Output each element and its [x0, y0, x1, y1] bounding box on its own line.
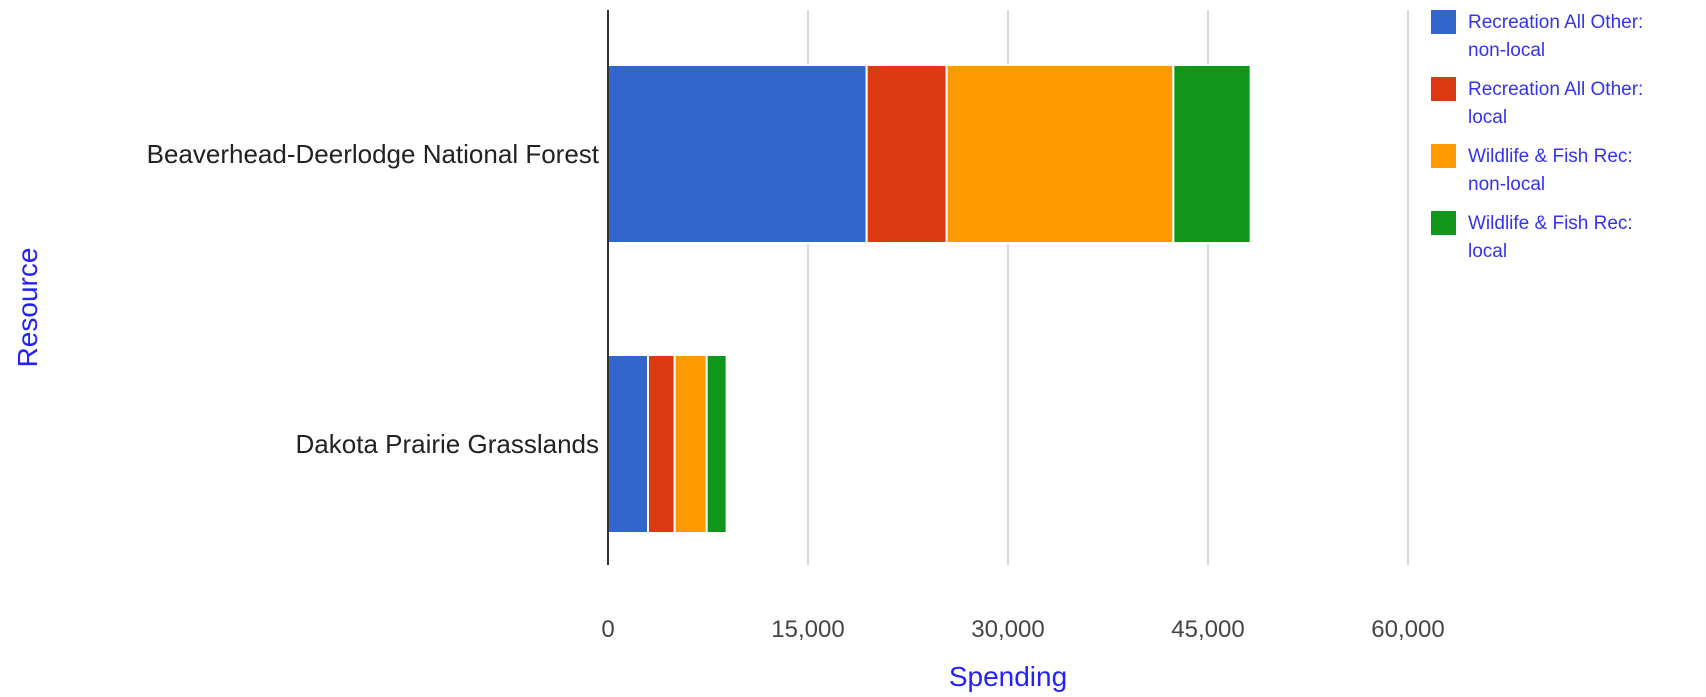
- x-tick-label: 30,000: [971, 616, 1044, 643]
- legend-swatch: [1431, 10, 1456, 34]
- x-tick-label: 15,000: [771, 616, 844, 643]
- legend-label: local: [1468, 241, 1507, 262]
- legend: Recreation All Other: non-local Recreation…: [1431, 10, 1643, 262]
- legend-label: Recreation All Other:: [1468, 12, 1643, 33]
- legend-swatch: [1431, 144, 1456, 168]
- legend-label: local: [1468, 107, 1507, 128]
- bar-segment: [705, 354, 728, 534]
- bar-segment: [865, 64, 948, 244]
- legend-swatch: [1431, 77, 1456, 101]
- bars: [607, 64, 1252, 534]
- bar-segment: [607, 354, 649, 534]
- bar-segment: [607, 64, 868, 244]
- bar-segment: [945, 64, 1175, 244]
- legend-label: Wildlife & Fish Rec:: [1468, 213, 1633, 234]
- legend-label: non-local: [1468, 174, 1545, 195]
- category-label: Beaverhead-Deerlodge National Forest: [147, 139, 600, 169]
- legend-label: non-local: [1468, 40, 1545, 61]
- bar-segment: [673, 354, 708, 534]
- legend-label: Recreation All Other:: [1468, 79, 1643, 100]
- x-tick-labels: 0 15,000 30,000 45,000 60,000: [601, 616, 1444, 643]
- category-label: Dakota Prairie Grasslands: [296, 429, 599, 459]
- x-tick-label: 60,000: [1371, 616, 1444, 643]
- x-tick-label: 45,000: [1171, 616, 1244, 643]
- x-tick-label: 0: [601, 616, 614, 643]
- y-axis-title: Resource: [12, 248, 43, 368]
- bar-segment: [1172, 64, 1252, 244]
- legend-swatch: [1431, 211, 1456, 235]
- legend-label: Wildlife & Fish Rec:: [1468, 146, 1633, 167]
- bar-segment: [647, 354, 676, 534]
- category-labels: Beaverhead-Deerlodge National Forest Dako…: [147, 139, 600, 459]
- x-axis-title: Spending: [949, 661, 1067, 692]
